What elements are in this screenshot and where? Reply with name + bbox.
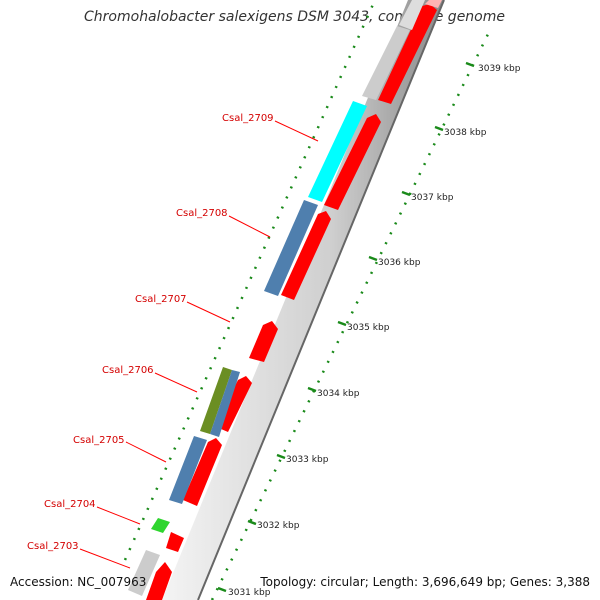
- callout-line: [228, 215, 271, 238]
- genome-backbone: [162, 0, 444, 600]
- gene-label-csal-2707: Csal_2707: [135, 294, 187, 305]
- backbone-edge: [197, 0, 445, 600]
- gene-arrow: [249, 321, 278, 362]
- callout-line: [186, 301, 231, 323]
- scale-tick: [434, 125, 444, 132]
- gene-label-csal-2704: Csal_2704: [44, 499, 96, 510]
- scale-label-3038: 3038 kbp: [444, 128, 487, 138]
- gene-arrow: [281, 211, 331, 300]
- scale-label-3031: 3031 kbp: [228, 588, 271, 598]
- gene-block-steelblue-3: [264, 200, 318, 296]
- gene-callout-lines: [79, 120, 319, 569]
- gene-label-csal-2703: Csal_2703: [27, 541, 79, 552]
- scale-tick: [368, 255, 378, 262]
- scale-label-3037: 3037 kbp: [411, 193, 454, 203]
- gene-block-olive: [200, 367, 232, 434]
- scale-label-3035: 3035 kbp: [347, 323, 390, 333]
- topology-text: Topology: circular; Length: 3,696,649 bp…: [260, 575, 590, 589]
- scale-major-ticks: [217, 61, 475, 593]
- gene-arrow: [146, 562, 172, 600]
- scale-tick: [307, 386, 317, 393]
- gene-label-csal-2705: Csal_2705: [73, 435, 125, 446]
- gene-arrow: [183, 438, 222, 506]
- scale-tick: [217, 586, 227, 593]
- gene-label-csal-2706: Csal_2706: [102, 365, 154, 376]
- gene-label-csal-2708: Csal_2708: [176, 208, 228, 219]
- accession-text: Accession: NC_007963: [10, 575, 147, 589]
- gene-block-green: [151, 518, 170, 533]
- callout-line: [125, 441, 167, 463]
- scale-tick: [465, 61, 475, 68]
- callout-line: [274, 120, 319, 142]
- gene-label-csal-2709: Csal_2709: [222, 113, 274, 124]
- scale-label-3033: 3033 kbp: [286, 455, 329, 465]
- scale-label-3036: 3036 kbp: [378, 258, 421, 268]
- scale-tick: [247, 519, 257, 526]
- scale-labels: 3031 kbp 3032 kbp 3033 kbp 3034 kbp 3035…: [228, 64, 521, 598]
- scale-label-3032: 3032 kbp: [257, 521, 300, 531]
- gene-block-steelblue: [169, 436, 207, 504]
- scale-dotted-line: [210, 29, 492, 600]
- gene-block-gray-2: [362, 26, 410, 100]
- gene-block-gray: [128, 550, 160, 596]
- forward-strand-track: [146, 0, 442, 600]
- gene-arrow: [324, 114, 381, 210]
- gene-block-gray-3: [399, 0, 425, 30]
- callout-line: [96, 506, 141, 525]
- gene-arrow: [378, 4, 437, 104]
- feature-track: [128, 0, 425, 596]
- scale-label-3039: 3039 kbp: [478, 64, 521, 74]
- callout-line: [154, 372, 198, 393]
- gene-labels: Csal_2703 Csal_2704 Csal_2705 Csal_2706 …: [27, 113, 274, 552]
- scale-tick: [276, 453, 286, 460]
- scale-label-3034: 3034 kbp: [317, 389, 360, 399]
- scale-tick: [337, 320, 347, 327]
- gene-block-cyan: [308, 101, 367, 202]
- gene-arrow: [166, 532, 184, 552]
- gene-block-steelblue-2: [210, 370, 240, 437]
- scale-tick: [401, 190, 411, 197]
- callout-line: [79, 548, 131, 569]
- inner-tick-line: [123, 0, 377, 561]
- gene-arrow-faded: [425, 0, 442, 8]
